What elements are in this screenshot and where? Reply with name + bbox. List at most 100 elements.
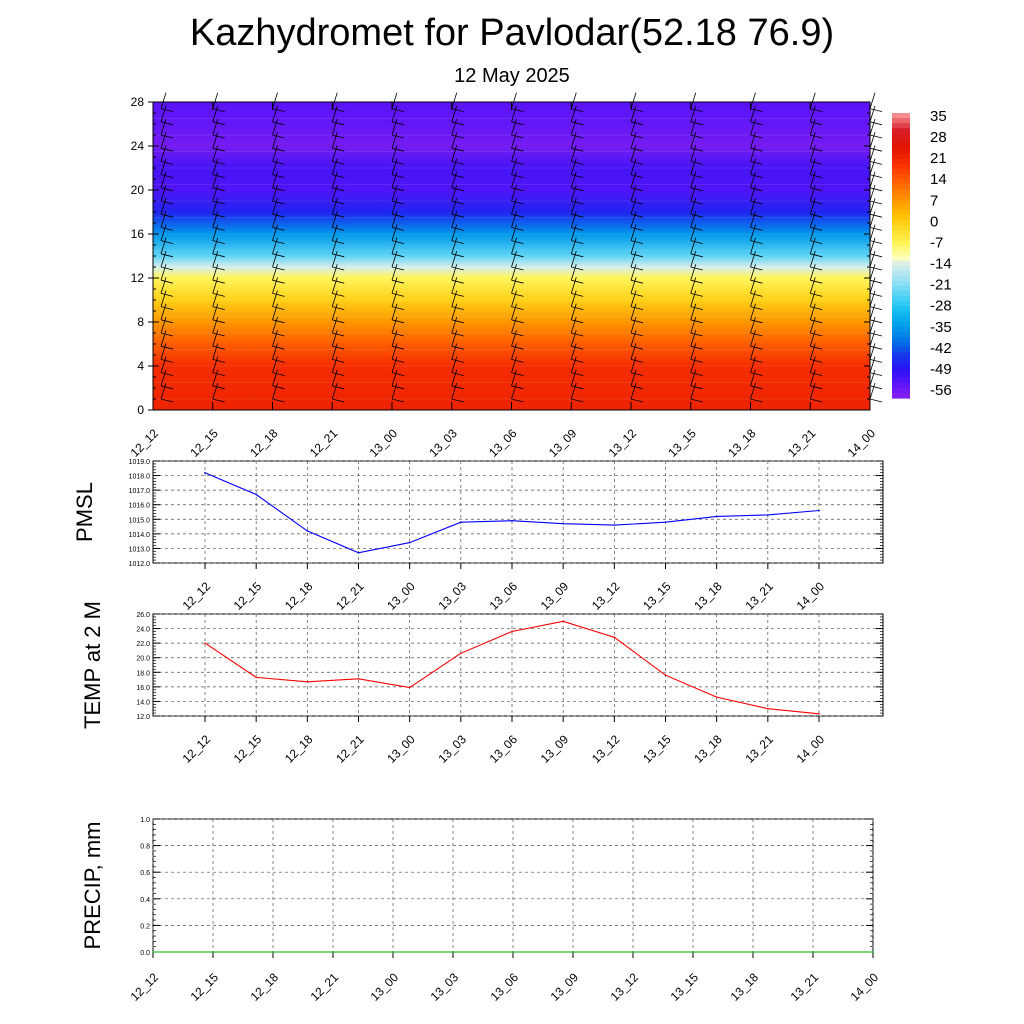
wind-barb-staff	[570, 184, 577, 202]
wind-barb-staff	[750, 303, 756, 320]
data-point	[664, 674, 667, 676]
wind-barb-staff	[451, 198, 458, 215]
wind-barb-flag	[511, 134, 524, 139]
wind-barb-staff	[750, 237, 756, 254]
wind-barb-flag	[511, 253, 524, 258]
temp-2m-panel: 12.0 14.0 16.0 18.0 20.0 22.0 24.0 26.0 12_12 12_…	[80, 601, 884, 766]
data-point	[632, 951, 634, 953]
wind-barb-staff	[809, 132, 816, 149]
wind-barb-flag	[690, 332, 703, 337]
colorbar-swatch	[892, 316, 910, 323]
wind-barb-flag	[810, 240, 823, 244]
wind-barb-flag	[160, 174, 174, 178]
wind-barb-flag	[690, 372, 703, 376]
x-tick-label: 12_15	[231, 732, 265, 766]
colorbar-swatch	[892, 184, 910, 190]
wind-barb-flag	[160, 161, 174, 165]
wind-barb-flag	[750, 385, 763, 390]
wind-barb-staff	[570, 250, 577, 268]
wind-barb-flag	[571, 345, 584, 350]
wind-barb-flag	[869, 147, 883, 152]
data-point	[818, 509, 820, 512]
data-point	[818, 713, 820, 715]
x-tick-label: 13_06	[486, 426, 520, 460]
wind-barb-flag	[810, 121, 823, 126]
wind-barb-flag	[810, 174, 823, 178]
wind-barb-staff	[451, 211, 458, 228]
wind-barb-flag	[630, 121, 644, 126]
wind-barb-staff	[750, 356, 756, 373]
data-point	[572, 951, 574, 953]
colorbar-swatch	[892, 194, 910, 201]
wind-barb-staff	[869, 224, 876, 241]
wind-barb-staff	[451, 118, 458, 136]
x-tick-label: 12_21	[333, 579, 367, 613]
wind-barb-staff	[511, 105, 517, 122]
wind-barb-flag	[690, 266, 703, 271]
wind-barb-flag	[160, 121, 174, 126]
wind-barb-flag	[332, 253, 345, 258]
y-tick-label: 0.8	[140, 844, 150, 851]
wind-barb-flag	[332, 213, 345, 218]
x-tick-label: 12_18	[248, 970, 282, 1004]
colorbar-label: -14	[930, 256, 952, 273]
wind-barb-flag	[332, 319, 345, 324]
wind-barb-staff	[391, 382, 398, 400]
wind-barb-flag	[750, 108, 763, 112]
wind-barb-flag	[451, 108, 464, 112]
wind-barb-staff	[391, 92, 398, 109]
data-point	[767, 707, 769, 710]
wind-barb-flag	[391, 253, 405, 258]
wind-barb-flag	[630, 359, 644, 363]
wind-barb-staff	[272, 237, 278, 254]
wind-barb-staff	[212, 330, 219, 347]
wind-barb-flag	[332, 187, 345, 192]
colorbar-swatch	[892, 250, 910, 257]
colorbar-swatch	[892, 301, 910, 307]
wind-barb-flag	[391, 279, 405, 284]
wind-barb-flag	[810, 253, 823, 258]
y-axis-label: TEMP at 2 M	[80, 601, 105, 729]
colorbar-swatch	[892, 280, 910, 287]
wind-barb-flag	[810, 161, 823, 165]
wind-barb-staff	[809, 250, 816, 268]
wind-barb-staff	[272, 330, 278, 347]
wind-barb-staff	[160, 145, 167, 162]
wind-barb-staff	[272, 290, 278, 307]
wind-barb-flag	[272, 266, 285, 271]
wind-barb-staff	[391, 343, 398, 360]
colorbar-swatch	[892, 240, 910, 246]
wind-barb-flag	[451, 253, 464, 258]
colorbar-swatch	[892, 138, 910, 145]
x-tick-label: 13_21	[788, 970, 822, 1004]
wind-barb-staff	[750, 132, 756, 149]
y-tick-label: 1.0	[140, 817, 150, 824]
wind-barb-flag	[810, 134, 823, 139]
wind-barb-flag	[869, 332, 883, 337]
wind-barb-flag	[690, 279, 703, 284]
wind-barb-staff	[391, 105, 398, 122]
wind-barb-staff	[690, 250, 697, 268]
wind-barb-flag	[869, 266, 883, 271]
colorbar-swatch	[892, 235, 910, 241]
wind-barb-flag	[332, 398, 345, 403]
wind-barb-flag	[869, 213, 883, 218]
wind-barb-staff	[212, 92, 219, 109]
wind-barb-staff	[212, 369, 219, 386]
wind-barb-flag	[630, 187, 644, 192]
wind-barb-flag	[810, 385, 823, 390]
wind-barb-flag	[571, 372, 584, 376]
wind-barb-flag	[750, 359, 763, 363]
x-tick-label: 14_00	[845, 426, 879, 460]
wind-barb-staff	[750, 118, 756, 136]
x-tick-label: 13_00	[367, 426, 401, 460]
wind-barb-flag	[391, 306, 405, 310]
wind-barb-staff	[511, 290, 517, 307]
wind-barb-flag	[750, 332, 763, 337]
wind-barb-staff	[570, 118, 577, 136]
wind-barb-flag	[160, 359, 174, 363]
wind-barb-flag	[571, 108, 584, 112]
wind-barb-staff	[272, 184, 278, 202]
wind-barb-staff	[750, 145, 756, 162]
wind-barb-flag	[571, 121, 584, 126]
